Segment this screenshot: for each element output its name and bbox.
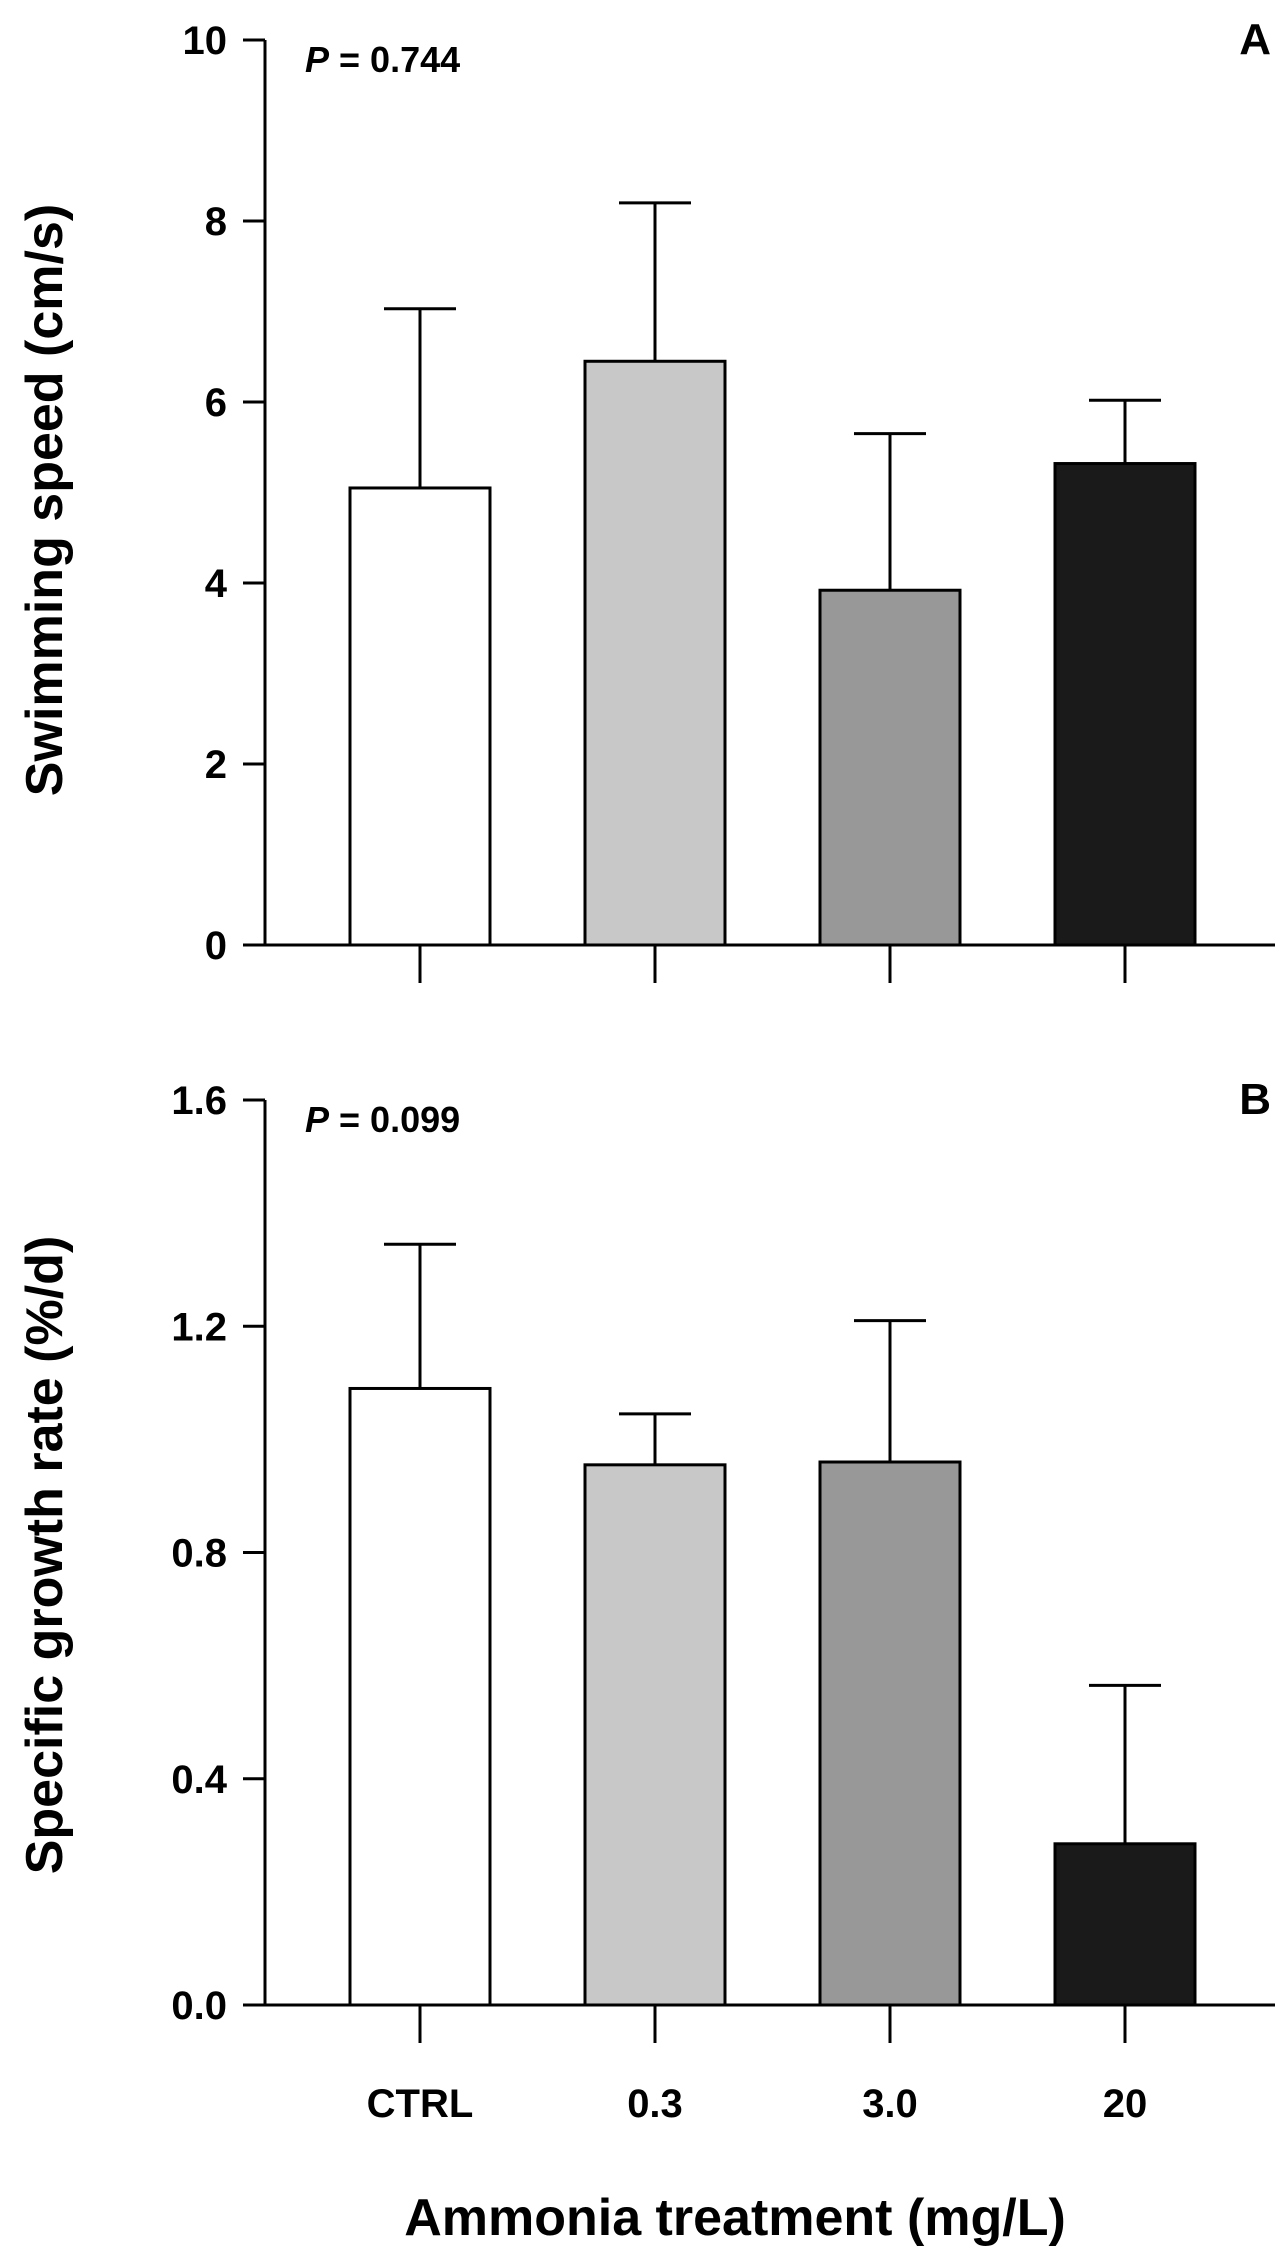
panel-b-specific-growth-rate: 0.0 0.4 0.8 1.2 1.6 CTRL 0.3 3.0 20 Specific grow… (16, 1075, 1275, 2126)
p-value-annotation: P = 0.099 (305, 1099, 460, 1140)
panel-a-swimming-speed: 0 2 4 6 8 10 Swimming speed (cm/s) A P = 0.744 (16, 15, 1275, 983)
bar-ctrl (348, 486, 492, 947)
bar-20 (1053, 1842, 1197, 2007)
y-tick-label: 0.8 (171, 1532, 227, 1576)
y-tick-label: 2 (205, 743, 227, 787)
y-axis-title: Swimming speed (cm/s) (16, 204, 74, 796)
x-tick-label: 3.0 (862, 2082, 918, 2126)
x-tick-label: CTRL (367, 2082, 474, 2126)
y-tick-label: 1.6 (171, 1079, 227, 1123)
y-tick-label: 0.4 (171, 1758, 227, 1802)
bar-0-3 (583, 359, 727, 947)
x-tick-label: 20 (1103, 2082, 1148, 2126)
y-tick-label: 4 (205, 562, 228, 606)
bar-ctrl (348, 1386, 492, 2007)
x-axis-title: Ammonia treatment (mg/L) (404, 2189, 1066, 2247)
y-tick-label: 0.0 (171, 1984, 227, 2028)
bar-20 (1053, 462, 1197, 947)
y-tick-label: 8 (205, 200, 227, 244)
y-tick-label: 6 (205, 381, 227, 425)
y-axis-title: Specific growth rate (%/d) (16, 1236, 74, 1875)
y-tick-label: 1.2 (171, 1305, 227, 1349)
p-value-annotation: P = 0.744 (305, 39, 460, 80)
panel-letter: B (1239, 1075, 1271, 1124)
y-tick-label: 0 (205, 924, 227, 968)
bar-3-0 (818, 588, 962, 947)
bar-3-0 (818, 1460, 962, 2007)
bar-0-3 (583, 1463, 727, 2007)
y-tick-label: 10 (183, 19, 228, 63)
panel-letter: A (1239, 15, 1271, 64)
x-tick-label: 0.3 (627, 2082, 683, 2126)
